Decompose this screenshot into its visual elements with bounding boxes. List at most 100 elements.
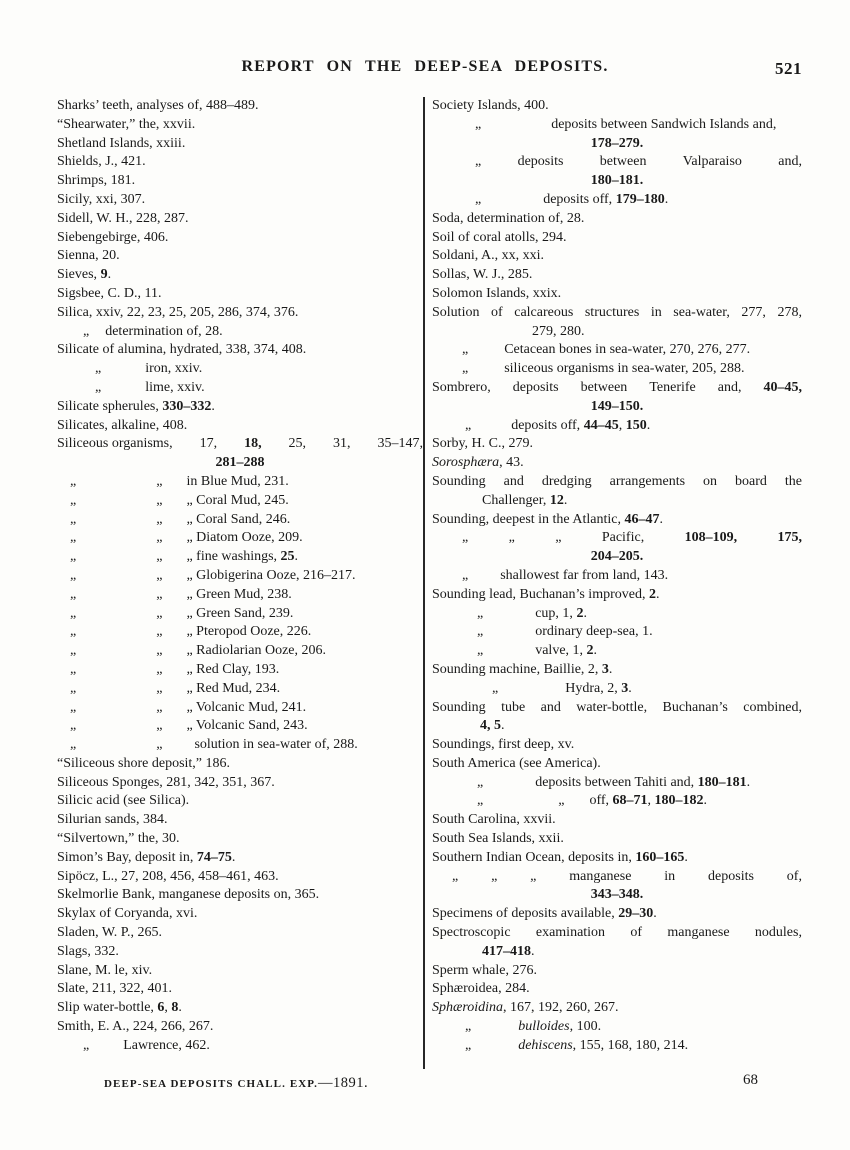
entry-text: „ (477, 643, 484, 659)
entry-text: 277, (741, 304, 766, 320)
entry-text: deposits (512, 379, 559, 395)
index-entry: Sienna, 20. (57, 247, 423, 266)
entry-spacer (483, 653, 535, 654)
entry-text: Shields, J., 421. (57, 154, 146, 170)
entry-text: of, (786, 868, 802, 884)
entry-text: „ Diatom Ooze, 209. (186, 530, 303, 546)
entry-spacer (76, 691, 156, 692)
index-entry: Silica, xxiv, 22, 23, 25, 205, 286, 374,… (57, 304, 423, 323)
entry-text: 17, (199, 436, 218, 452)
index-entry: Slane, M. le, xiv. (57, 962, 423, 981)
entry-text: 150 (625, 417, 647, 433)
index-entry: 4, 5. (432, 717, 802, 736)
entry-text: 175, (777, 530, 802, 546)
entry-spacer (162, 747, 194, 748)
entry-text: South Carolina, xxvii. (432, 812, 556, 828)
entry-spacer (76, 728, 156, 729)
entry-text: „ (156, 473, 163, 489)
entry-text: , 43. (499, 455, 524, 471)
entry-text: Shrimps, 181. (57, 173, 136, 189)
index-entry: Smith, E. A., 224, 266, 267. (57, 1018, 423, 1037)
entry-text: „ (491, 868, 498, 884)
entry-text: Simon’s Bay, deposit in, (57, 849, 197, 865)
entry-text: „ (156, 511, 163, 527)
index-entry: „ valve, 1, 2. (432, 642, 802, 661)
entry-text: water-bottle, (576, 699, 648, 715)
index-entry: Soda, determination of, 28. (432, 210, 802, 229)
index-entry: Soil of coral atolls, 294. (432, 229, 802, 248)
entry-text: Sphæroidina (432, 1000, 504, 1016)
index-entry: Shrimps, 181. (57, 172, 423, 191)
entry-text: Tenerife (649, 379, 696, 395)
index-entry: Silicates, alkaline, 408. (57, 417, 423, 436)
entry-spacer (89, 334, 105, 335)
entry-text: “Shearwater,” the, xxvii. (57, 116, 196, 132)
index-entry: 149–150. (432, 398, 802, 417)
entry-text: Soda, determination of, 28. (432, 210, 585, 226)
entry-text: „ Coral Mud, 245. (186, 492, 289, 508)
entry-text: Buchanan’s (662, 699, 728, 715)
index-entry: Sounding machine, Baillie, 2, 3. (432, 661, 802, 680)
entry-text: structures (584, 304, 640, 320)
entry-text: , (618, 417, 626, 433)
entry-text: Sorosphæra (432, 455, 500, 471)
entry-text: Sidell, W. H., 228, 287. (57, 210, 189, 226)
index-entry: Sounding lead, Buchanan’s improved, 2. (432, 586, 802, 605)
entry-text: „ (70, 492, 77, 508)
entry-spacer (162, 653, 186, 654)
index-entry: “Shearwater,” the, xxvii. (57, 116, 423, 135)
entry-text: 35–147, (377, 436, 423, 452)
entry-text: 8 (171, 1000, 179, 1016)
entry-text: 2 (576, 605, 584, 621)
entry-text: cup, 1, (535, 605, 577, 621)
entry-text: Soundings, first deep, xv. (432, 737, 575, 753)
entry-text: deposits off, (543, 191, 616, 207)
entry-spacer (76, 653, 156, 654)
entry-spacer (483, 634, 535, 635)
entry-text: „ (508, 530, 515, 546)
entry-spacer (564, 803, 589, 804)
entry-spacer (471, 1029, 518, 1030)
entry-text: 160–165 (635, 849, 685, 865)
index-entry: „ „ in Blue Mud, 231. (57, 473, 423, 492)
index-entry: „ „ „ Green Sand, 239. (57, 605, 423, 624)
entry-text: nodules, (754, 925, 802, 941)
entry-text: 278, (777, 304, 802, 320)
entry-text: „ (95, 379, 102, 395)
entry-text: . (746, 774, 751, 790)
entry-text: Sounding, deepest in the Atlantic, (432, 511, 625, 527)
index-entry: Shields, J., 421. (57, 153, 423, 172)
entry-text: „ (477, 605, 484, 621)
entry-text: „ (70, 661, 77, 677)
entry-text: . (655, 586, 660, 602)
entry-text: between (580, 379, 628, 395)
entry-text: „ (156, 699, 163, 715)
entry-text: deposits (517, 154, 564, 170)
entry-text: 31, (333, 436, 351, 452)
entry-spacer (162, 540, 186, 541)
index-entry: Sombrero, deposits between Tenerife and, 40–4… (432, 379, 802, 398)
index-entry: „ deposits off, 44–45, 150. (432, 417, 802, 436)
entry-text: 204–205. (590, 549, 644, 565)
entry-text: tube (501, 699, 526, 715)
entry-text: of (630, 925, 643, 941)
entry-spacer (76, 747, 156, 748)
entry-spacer (162, 503, 186, 504)
entry-spacer (101, 371, 145, 372)
index-entry: Siliceous Sponges, 281, 342, 351, 367. (57, 774, 423, 793)
entry-text: „ (462, 342, 469, 358)
entry-text: determination of, 28. (105, 323, 223, 339)
entry-text: „ (465, 417, 472, 433)
entry-text: 12 (549, 492, 564, 508)
entry-text: Sounding machine, Baillie, 2, (432, 661, 602, 677)
entry-text: calcareous (514, 304, 574, 320)
index-entry: Sounding tube and water-bottle, Buchanan’s co… (432, 699, 802, 718)
entry-text: . (178, 1000, 182, 1016)
index-entry: Solomon Islands, xxix. (432, 285, 802, 304)
entry-text: Sperm whale, 276. (432, 962, 537, 978)
index-entry: „ Cetacean bones in sea-water, 270, 276, … (432, 341, 802, 360)
index-entry: „ „ „ Volcanic Mud, 241. (57, 699, 423, 718)
entry-text: „ (156, 737, 163, 753)
index-entry: „ „ „ Volcanic Sand, 243. (57, 717, 423, 736)
